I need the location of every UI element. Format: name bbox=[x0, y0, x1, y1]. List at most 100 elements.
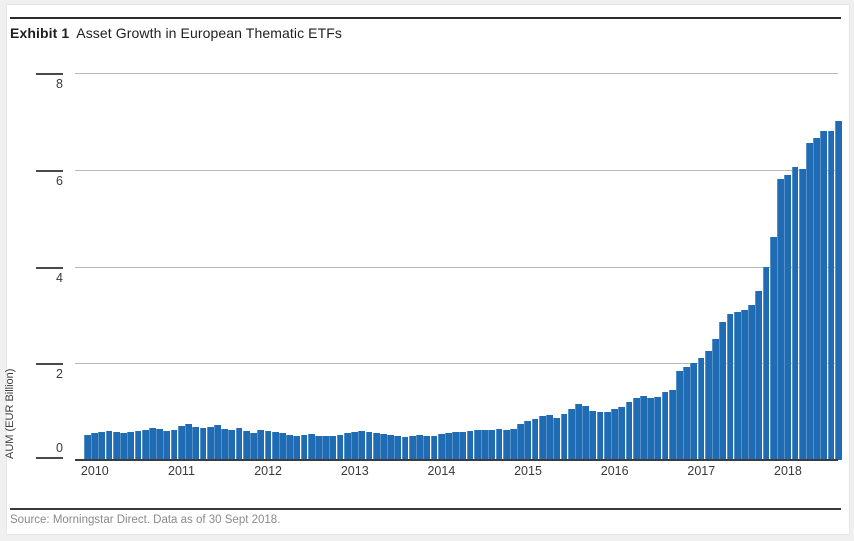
bottom-rule bbox=[10, 508, 841, 510]
bar-month-18 bbox=[213, 425, 221, 460]
bar-month-20 bbox=[228, 429, 236, 460]
bar-month-70 bbox=[589, 410, 597, 460]
y-tick-2 bbox=[36, 363, 63, 366]
bar-month-52 bbox=[459, 431, 467, 460]
y-tick-6 bbox=[36, 169, 63, 172]
y-tick-label-8: 8 bbox=[56, 77, 63, 91]
bar-month-97 bbox=[784, 174, 792, 460]
bar-month-53 bbox=[466, 430, 474, 460]
bar-month-98 bbox=[791, 167, 799, 460]
bar-month-67 bbox=[567, 409, 575, 460]
bar-month-25 bbox=[264, 430, 272, 460]
x-year-label-2013: 2013 bbox=[340, 464, 369, 478]
gridline-6 bbox=[75, 169, 838, 171]
bar-month-75 bbox=[625, 401, 633, 460]
bar-month-104 bbox=[834, 121, 842, 460]
bar-month-27 bbox=[278, 433, 286, 460]
bar-month-87 bbox=[712, 339, 719, 460]
bar-month-38 bbox=[358, 430, 366, 460]
bar-month-49 bbox=[437, 434, 445, 460]
bar-month-71 bbox=[596, 411, 604, 460]
bar-month-32 bbox=[315, 435, 322, 460]
y-tick-label-2: 2 bbox=[56, 367, 63, 382]
top-rule bbox=[10, 17, 841, 19]
bar-month-85 bbox=[697, 358, 705, 460]
exhibit-label: Exhibit 1 bbox=[10, 25, 70, 41]
x-year-label-2010: 2010 bbox=[80, 464, 109, 478]
y-tick-label-0: 0 bbox=[56, 441, 63, 455]
bar-month-2 bbox=[98, 431, 106, 460]
bar-month-24 bbox=[257, 429, 265, 460]
bar-month-48 bbox=[430, 435, 438, 460]
bar-month-57 bbox=[495, 429, 503, 460]
bar-month-58 bbox=[502, 429, 510, 460]
bar-month-56 bbox=[488, 430, 496, 460]
y-tick-label-4: 4 bbox=[56, 270, 63, 285]
x-year-label-2018: 2018 bbox=[774, 464, 802, 478]
bar-month-13 bbox=[177, 426, 185, 460]
bar-month-94 bbox=[762, 266, 770, 460]
x-year-label-2017: 2017 bbox=[687, 464, 716, 478]
bar-month-82 bbox=[676, 370, 683, 460]
bar-month-86 bbox=[704, 351, 712, 460]
bar-month-89 bbox=[726, 313, 734, 460]
bar-month-23 bbox=[250, 433, 257, 460]
bar-month-55 bbox=[481, 429, 488, 460]
bar-month-39 bbox=[365, 431, 373, 460]
gridline-2 bbox=[75, 363, 838, 365]
y-tick-8 bbox=[36, 73, 63, 75]
bar-month-30 bbox=[300, 435, 308, 460]
bar-month-74 bbox=[618, 406, 626, 460]
plot-area bbox=[75, 73, 842, 460]
bar-month-29 bbox=[293, 435, 301, 460]
bar-month-50 bbox=[445, 432, 452, 460]
bar-month-17 bbox=[206, 427, 214, 460]
bar-month-95 bbox=[769, 237, 777, 460]
bar-month-34 bbox=[329, 435, 337, 460]
gridline-4 bbox=[75, 266, 838, 268]
bar-month-63 bbox=[538, 416, 546, 460]
bar-month-0 bbox=[84, 434, 91, 460]
bar-month-9 bbox=[148, 428, 156, 460]
bar-month-69 bbox=[582, 405, 589, 460]
bar-month-61 bbox=[524, 421, 532, 460]
bar-month-37 bbox=[351, 431, 358, 460]
bar-month-22 bbox=[242, 430, 250, 460]
bar-month-100 bbox=[806, 143, 813, 460]
source-note: Source: Morningstar Direct. Data as of 3… bbox=[10, 514, 281, 526]
bar-month-26 bbox=[271, 432, 279, 460]
bar-month-40 bbox=[372, 433, 380, 460]
bar-month-93 bbox=[755, 290, 763, 460]
bar-month-8 bbox=[141, 429, 149, 460]
y-tick-0 bbox=[36, 457, 63, 459]
y-tick-4 bbox=[36, 266, 63, 269]
bar-month-90 bbox=[733, 312, 741, 460]
bar-month-102 bbox=[820, 131, 828, 460]
bar-month-64 bbox=[546, 415, 553, 460]
bar-month-3 bbox=[105, 430, 113, 460]
x-year-label-2011: 2011 bbox=[168, 464, 195, 478]
figure-title: Exhibit 1 Asset Growth in European Themat… bbox=[10, 25, 342, 41]
bar-month-6 bbox=[127, 432, 135, 460]
bar-month-66 bbox=[560, 414, 568, 460]
bar-month-19 bbox=[221, 428, 228, 460]
bar-month-5 bbox=[120, 433, 127, 460]
bar-month-84 bbox=[690, 363, 698, 460]
bar-month-36 bbox=[343, 433, 351, 460]
bar-month-72 bbox=[603, 411, 611, 460]
bar-month-16 bbox=[199, 427, 207, 460]
bar-month-33 bbox=[322, 436, 330, 460]
x-year-label-2015: 2015 bbox=[514, 464, 542, 478]
bar-month-68 bbox=[574, 404, 582, 460]
x-axis-line bbox=[75, 459, 838, 461]
gridline-8 bbox=[75, 73, 838, 74]
bar-month-83 bbox=[683, 367, 691, 460]
bar-month-78 bbox=[647, 398, 654, 460]
bar-month-47 bbox=[423, 435, 431, 460]
bar-month-77 bbox=[639, 395, 647, 460]
bar-month-15 bbox=[192, 427, 200, 460]
y-axis-title: AUM (EUR Billion) bbox=[4, 368, 16, 459]
bar-month-59 bbox=[509, 428, 517, 460]
bar-month-62 bbox=[531, 418, 539, 460]
